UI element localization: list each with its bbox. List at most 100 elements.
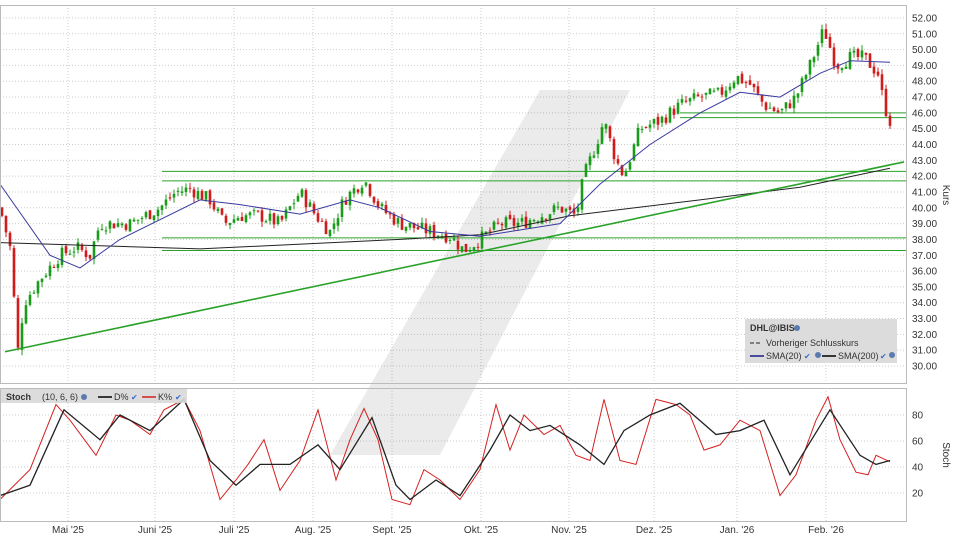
candle-body bbox=[372, 196, 376, 203]
legend-d[interactable]: D% bbox=[114, 392, 129, 402]
candle-body bbox=[324, 221, 328, 235]
globe-icon[interactable] bbox=[815, 352, 821, 358]
candle-body bbox=[412, 222, 416, 229]
legend-sma20[interactable]: SMA(20) bbox=[766, 351, 802, 361]
candle-body bbox=[828, 36, 832, 48]
candle-body bbox=[564, 208, 568, 212]
candle-body bbox=[276, 216, 280, 224]
price-tick-label: 38.00 bbox=[912, 235, 937, 246]
candle-body bbox=[172, 193, 176, 198]
candle-body bbox=[328, 229, 332, 237]
candle-body bbox=[884, 88, 888, 117]
month-label: Jan. '26 bbox=[720, 525, 755, 536]
candle-body bbox=[216, 208, 220, 211]
legend-title: DHL@IBIS bbox=[750, 323, 795, 333]
month-label: Aug. '25 bbox=[295, 525, 332, 536]
candle-body bbox=[632, 144, 636, 161]
legend-sma200[interactable]: SMA(200) bbox=[838, 351, 879, 361]
candle-body bbox=[56, 264, 60, 268]
legend-prev-close[interactable]: Vorheriger Schlusskurs bbox=[766, 338, 859, 348]
candle-body bbox=[4, 215, 8, 233]
check-icon[interactable]: ✔ bbox=[131, 393, 138, 402]
candle-body bbox=[720, 87, 724, 95]
price-tick-label: 44.00 bbox=[912, 140, 937, 151]
stoch-params: (10, 6, 6) bbox=[42, 392, 78, 402]
legend-k[interactable]: K% bbox=[158, 392, 172, 402]
candle-body bbox=[72, 251, 76, 253]
price-axis-label: Kurs bbox=[940, 185, 951, 206]
candle-body bbox=[136, 219, 140, 221]
candle-body bbox=[352, 188, 356, 194]
candle-body bbox=[408, 223, 412, 228]
candle-body bbox=[368, 184, 372, 196]
candle-body bbox=[240, 216, 244, 222]
candle-body bbox=[708, 88, 712, 95]
candle-body bbox=[144, 212, 148, 218]
candle-body bbox=[576, 207, 580, 212]
stoch-axis: 20 40 60 80 bbox=[912, 411, 924, 500]
candle-body bbox=[424, 223, 428, 234]
candle-body bbox=[96, 230, 100, 240]
candle-body bbox=[168, 197, 172, 199]
candle-body bbox=[404, 226, 408, 231]
check-icon[interactable]: ✔ bbox=[804, 352, 811, 361]
candle-body bbox=[20, 323, 24, 350]
candle-body bbox=[176, 190, 180, 192]
globe-icon[interactable] bbox=[81, 394, 87, 400]
candle-body bbox=[88, 254, 92, 259]
candle-body bbox=[808, 59, 812, 75]
horizontal-lines bbox=[162, 112, 906, 252]
candle-body bbox=[124, 224, 128, 230]
candle-body bbox=[760, 94, 764, 102]
candle-body bbox=[436, 235, 440, 237]
globe-icon[interactable] bbox=[794, 325, 800, 331]
price-tick-label: 42.00 bbox=[912, 172, 937, 183]
candle-body bbox=[508, 214, 512, 219]
candle-body bbox=[68, 253, 72, 255]
sma200-line bbox=[0, 167, 891, 250]
candle-body bbox=[48, 265, 52, 277]
candle-body bbox=[152, 215, 156, 221]
check-icon[interactable]: ✔ bbox=[880, 352, 887, 361]
price-legend: DHL@IBIS Vorheriger Schlusskurs SMA(20) … bbox=[745, 319, 897, 363]
candle-body bbox=[480, 231, 484, 249]
month-label: Feb. '26 bbox=[808, 525, 844, 536]
candle-body bbox=[876, 71, 880, 76]
stoch-title: Stoch bbox=[6, 392, 31, 402]
candle-body bbox=[232, 219, 236, 223]
candle-body bbox=[472, 247, 476, 251]
candle-body bbox=[164, 199, 168, 206]
price-tick-label: 31.00 bbox=[912, 346, 937, 357]
candle-body bbox=[184, 187, 188, 192]
candle-body bbox=[512, 217, 516, 226]
price-tick-label: 43.00 bbox=[912, 156, 937, 167]
candle-body bbox=[532, 220, 536, 222]
candle-body bbox=[712, 90, 716, 92]
candle-body bbox=[872, 66, 876, 74]
candle-body bbox=[820, 29, 824, 44]
candle-body bbox=[524, 216, 528, 228]
candle-body bbox=[284, 209, 288, 219]
candle-body bbox=[44, 275, 48, 277]
candle-body bbox=[732, 82, 736, 88]
candle-body bbox=[344, 200, 348, 205]
price-tick-label: 49.00 bbox=[912, 61, 937, 72]
candle-body bbox=[724, 90, 728, 97]
candle-body bbox=[608, 126, 612, 139]
check-icon[interactable]: ✔ bbox=[175, 393, 182, 402]
candle-body bbox=[656, 116, 660, 125]
candle-body bbox=[452, 238, 456, 241]
month-label: Juni '25 bbox=[138, 525, 173, 536]
price-tick-label: 48.00 bbox=[912, 77, 937, 88]
candle-body bbox=[772, 107, 776, 112]
candle-body bbox=[92, 241, 96, 259]
candle-body bbox=[356, 189, 360, 193]
globe-icon[interactable] bbox=[889, 352, 895, 358]
candle-body bbox=[696, 94, 700, 97]
candle-body bbox=[104, 230, 108, 232]
candle-body bbox=[388, 213, 392, 215]
candle-body bbox=[236, 218, 240, 221]
candle-body bbox=[816, 44, 820, 56]
candle-body bbox=[860, 50, 864, 58]
